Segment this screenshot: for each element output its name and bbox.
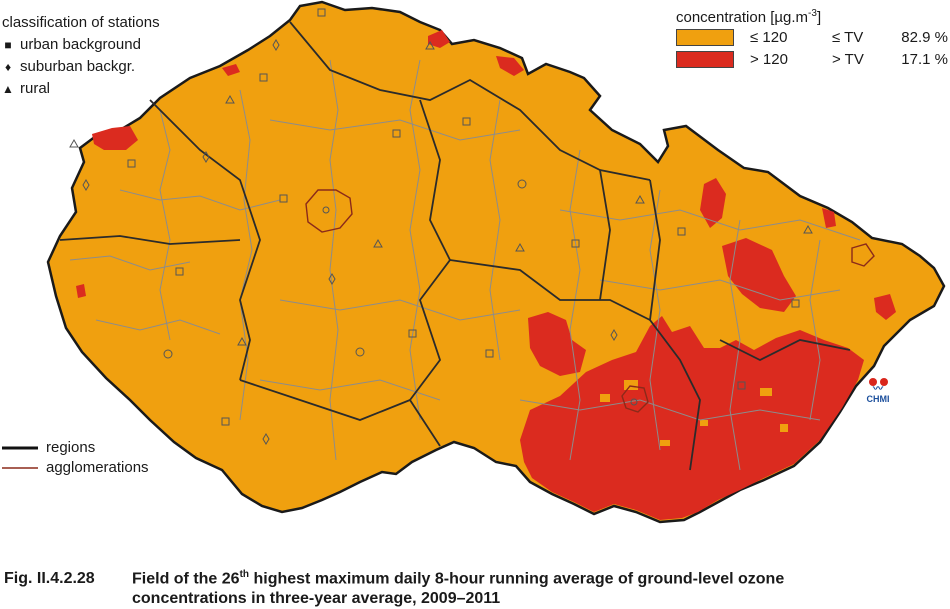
urban-station-marker — [259, 73, 268, 82]
station-legend-title: classification of stations — [2, 14, 160, 31]
logo-dots-icon — [858, 378, 898, 386]
legend-item-agglomerations: agglomerations — [2, 458, 149, 478]
caption-line-2: concentrations in three-year average, 20… — [132, 590, 501, 608]
above-tv-areas — [76, 30, 896, 520]
red-area-north-border-2 — [496, 56, 524, 76]
agglomeration-prague — [305, 189, 353, 233]
percent-above-tv: 17.1 % — [901, 50, 948, 68]
red-area-west — [76, 284, 86, 298]
legend-label-suburban: suburban backgr. — [20, 58, 136, 75]
rural-station-marker — [69, 138, 79, 148]
red-area-northeast — [822, 208, 836, 228]
boundary-legend: regions agglomerations — [2, 438, 149, 478]
caption-part2: highest maximum daily 8-hour running ave… — [249, 570, 785, 588]
concentration-title-end: ] — [816, 9, 822, 26]
rural-station-marker — [237, 336, 247, 346]
urban-station-marker — [737, 381, 746, 390]
below-tv-speckles — [600, 380, 788, 446]
station-circle-marker — [355, 347, 365, 357]
legend-class-below-tv: ≤ 120 ≤ TV 82.9 % — [676, 26, 948, 48]
urban-station-marker — [408, 329, 417, 338]
station-symbols — [69, 8, 813, 445]
red-area-central-moravia — [722, 238, 796, 312]
red-area-east-border — [874, 294, 896, 320]
urban-station-marker — [221, 417, 230, 426]
legend-label-rural: rural — [20, 80, 51, 97]
rural-station-marker — [515, 242, 525, 252]
red-area-northwest — [92, 126, 138, 150]
square-icon: ■ — [4, 38, 12, 52]
swatch-below-tv — [676, 28, 734, 46]
station-circle-marker — [630, 398, 638, 406]
caption-superscript: th — [239, 569, 250, 580]
suburban-station-marker — [262, 433, 270, 445]
concentration-legend: concentration [µg.m-3] ≤ 120 ≤ TV 82.9 %… — [676, 8, 948, 70]
rural-station-marker — [373, 238, 383, 248]
swatch-above-tv — [676, 50, 734, 68]
district-borders — [69, 59, 861, 471]
urban-station-marker — [791, 299, 800, 308]
suburban-station-marker — [82, 179, 90, 191]
red-area-jesenik — [700, 178, 726, 228]
station-circle-marker — [163, 349, 173, 359]
red-area-vysocina-east — [528, 312, 586, 376]
legend-class-above-tv: > 120 > TV 17.1 % — [676, 48, 948, 70]
caption-part1: Field of the 26 — [132, 570, 240, 588]
tv-below: ≤ TV — [832, 28, 864, 46]
legend-label-regions: regions — [46, 439, 96, 456]
range-above-tv: > 120 — [750, 50, 788, 68]
logo-wave-icon: 〰 — [873, 384, 883, 395]
concentration-title-text: concentration [µg.m — [676, 9, 809, 26]
station-circle-marker — [517, 179, 527, 189]
figure-number: Fig. II.4.2.28 — [4, 570, 95, 588]
rural-station-marker — [425, 40, 435, 50]
urban-station-marker — [462, 117, 471, 126]
legend-item-regions: regions — [2, 438, 149, 458]
suburban-station-marker — [202, 151, 210, 163]
urban-station-marker — [571, 239, 580, 248]
urban-station-marker — [317, 8, 326, 17]
figure-caption: Fig. II.4.2.28 Field of the 26th highest … — [4, 565, 950, 609]
urban-station-marker — [677, 227, 686, 236]
triangle-icon: ▲ — [2, 82, 14, 96]
concentration-title-exponent: -3 — [808, 8, 817, 19]
legend-item-urban: ■ urban background — [2, 34, 160, 56]
rural-station-marker — [635, 194, 645, 204]
tv-above: > TV — [832, 50, 864, 68]
rural-station-marker — [225, 94, 235, 104]
urban-station-marker — [175, 267, 184, 276]
region-line-icon — [2, 446, 38, 450]
agglomeration-outlines — [305, 189, 875, 413]
station-classification-legend: classification of stations ■ urban backg… — [2, 12, 160, 100]
urban-station-marker — [392, 129, 401, 138]
station-circle-marker — [322, 206, 330, 214]
urban-station-marker — [127, 159, 136, 168]
urban-station-marker — [485, 349, 494, 358]
concentration-legend-title: concentration [µg.m-3] — [676, 8, 948, 26]
logo-text: CHMI — [866, 394, 890, 404]
range-below-tv: ≤ 120 — [750, 28, 788, 46]
caption-line-1: Fig. II.4.2.28 Field of the 26th highest … — [4, 565, 950, 589]
percent-below-tv: 82.9 % — [901, 28, 948, 46]
agglomeration-brno — [621, 385, 649, 413]
chmi-logo: 〰 CHMI — [858, 378, 898, 404]
rural-station-marker — [803, 224, 813, 234]
suburban-station-marker — [610, 329, 618, 341]
legend-item-suburban: ♦ suburban backgr. — [2, 56, 160, 78]
region-borders — [59, 21, 851, 471]
legend-item-rural: ▲ rural — [2, 78, 160, 100]
agglomeration-line-icon — [2, 467, 38, 469]
ozone-concentration-map — [46, 0, 946, 524]
urban-station-marker — [279, 194, 288, 203]
legend-label-agglomerations: agglomerations — [46, 459, 149, 476]
diamond-icon: ♦ — [4, 60, 12, 74]
suburban-station-marker — [328, 273, 336, 285]
red-area-north-border-1 — [428, 30, 450, 48]
legend-label-urban: urban background — [20, 36, 141, 53]
suburban-station-marker — [272, 39, 280, 51]
red-area-south-moravia — [520, 316, 864, 520]
agglomeration-ostrava — [851, 243, 875, 267]
red-area-north-border-3 — [222, 64, 240, 76]
